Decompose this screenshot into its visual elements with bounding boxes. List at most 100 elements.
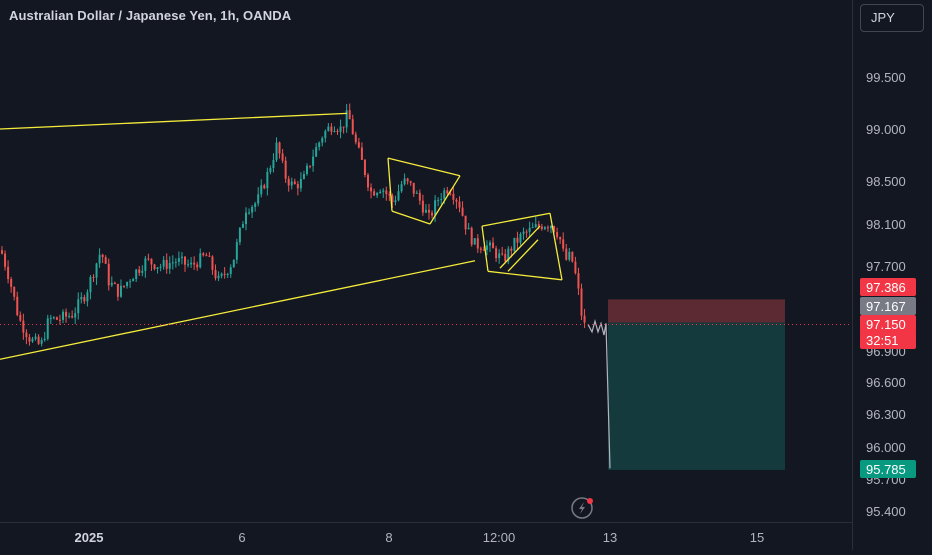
candle-body xyxy=(553,226,556,233)
candle-body xyxy=(470,227,473,245)
candle-body xyxy=(132,278,135,282)
trendline[interactable] xyxy=(481,226,489,272)
candle-body xyxy=(351,119,354,135)
candle-body xyxy=(302,173,305,179)
position-zones xyxy=(608,299,785,470)
candle-body xyxy=(562,239,565,249)
candle-body xyxy=(550,226,552,229)
trendline[interactable] xyxy=(0,112,348,130)
candle-body xyxy=(272,159,275,168)
take-profit-zone[interactable] xyxy=(608,322,785,470)
candle-body xyxy=(498,253,501,259)
candle-body xyxy=(113,282,116,284)
candle-body xyxy=(141,270,144,273)
price-axis-separator xyxy=(852,0,853,550)
candle-body xyxy=(190,262,193,265)
candle-body xyxy=(4,253,7,267)
time-tick-label: 12:00 xyxy=(483,530,516,545)
candle-body xyxy=(394,200,397,203)
currency-button[interactable]: JPY xyxy=(860,4,924,32)
last-price-tag-bg xyxy=(860,315,916,333)
candle-body xyxy=(376,193,379,196)
candle-body xyxy=(31,338,34,342)
candle-body xyxy=(476,238,479,249)
trendlines[interactable] xyxy=(0,112,563,360)
candle-body xyxy=(211,256,214,270)
trendline[interactable] xyxy=(0,260,476,360)
candle-body xyxy=(357,142,360,148)
trendline[interactable] xyxy=(391,210,431,225)
candle-body xyxy=(449,193,452,195)
stop-loss-zone[interactable] xyxy=(608,299,785,323)
time-axis[interactable]: 2025 6 8 12:00 13 15 xyxy=(75,530,765,545)
candle-body xyxy=(489,242,491,246)
candle-body xyxy=(406,178,409,182)
target-price-tag-bg xyxy=(860,460,916,478)
candle-body xyxy=(62,311,64,320)
candle-body xyxy=(296,183,299,189)
entry-price-tag: 97.167 xyxy=(866,299,906,314)
candle-body xyxy=(324,130,327,139)
candle-body xyxy=(464,215,467,230)
candle-body xyxy=(278,142,281,154)
candle-body xyxy=(540,226,543,230)
candle-body xyxy=(495,248,498,259)
candle-body xyxy=(135,269,138,279)
candle-body xyxy=(501,253,504,255)
candle-body xyxy=(217,275,220,279)
price-tick-label: 98.100 xyxy=(866,217,906,232)
candle-body xyxy=(184,256,186,265)
candle-body xyxy=(363,159,366,175)
candle-body xyxy=(568,251,571,260)
candle-body xyxy=(281,153,284,161)
trendline[interactable] xyxy=(429,175,461,225)
price-tick-label: 99.500 xyxy=(866,70,906,85)
candle-body xyxy=(403,178,406,185)
candle-body xyxy=(440,199,443,201)
trendline[interactable] xyxy=(487,270,563,281)
candle-body xyxy=(214,269,217,279)
candle-body xyxy=(116,283,119,297)
candle-body xyxy=(367,174,369,188)
projection-path xyxy=(587,319,611,469)
candle-body xyxy=(251,206,254,213)
candle-body xyxy=(58,319,61,321)
candle-body xyxy=(531,227,534,229)
candle-body xyxy=(409,181,412,183)
candle-body xyxy=(556,232,559,238)
price-tick-label: 99.000 xyxy=(866,122,906,137)
candle-body xyxy=(424,209,427,213)
candle-body xyxy=(290,181,293,186)
trendline[interactable] xyxy=(507,239,539,272)
candle-body xyxy=(138,269,141,273)
candle-body xyxy=(241,224,244,228)
candle-body xyxy=(421,200,424,213)
candle-body xyxy=(452,193,455,200)
candle-body xyxy=(95,263,98,278)
candle-body xyxy=(238,227,241,243)
candle-body xyxy=(43,338,46,341)
candle-body xyxy=(126,282,129,286)
candle-body xyxy=(522,231,525,234)
trendline[interactable] xyxy=(549,213,563,280)
trendline[interactable] xyxy=(387,157,461,177)
candle-body xyxy=(333,130,336,132)
stop-price-tag-bg xyxy=(860,278,916,296)
candle-body xyxy=(196,264,199,268)
candle-body xyxy=(577,273,580,289)
candle-body xyxy=(232,259,235,268)
candle-body xyxy=(129,281,132,283)
candle-body xyxy=(428,209,430,213)
lightning-icon[interactable] xyxy=(571,497,593,519)
candle-body xyxy=(345,110,348,128)
candle-body xyxy=(68,315,71,317)
candle-body xyxy=(373,191,376,196)
trendline[interactable] xyxy=(387,158,393,212)
trendline[interactable] xyxy=(481,212,551,227)
candle-body xyxy=(510,248,513,251)
trendline[interactable] xyxy=(499,225,541,269)
candle-body xyxy=(46,318,49,339)
